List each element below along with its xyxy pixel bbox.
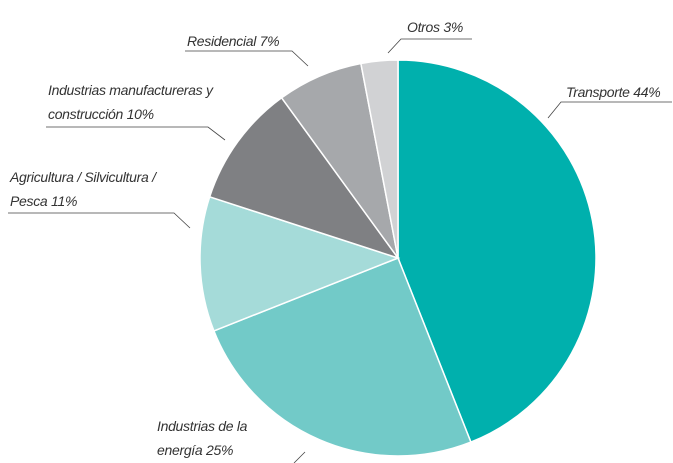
slice-label: Industrias de la energía 25% [157, 418, 248, 458]
slice-label: Residencial 7% [187, 33, 280, 49]
leader-line [46, 126, 226, 141]
slice-label: Transporte 44% [566, 84, 661, 100]
slice-label: Industrias manufactureras y construcción… [48, 82, 213, 122]
slices [199, 59, 597, 457]
slice-label: Agricultura / Silvicultura / Pesca 11% [10, 169, 156, 209]
pie-slice [212, 257, 472, 457]
leader-line [185, 50, 309, 67]
leader-line [547, 101, 672, 119]
pie-slice [360, 59, 399, 259]
slice-label: Otros 3% [407, 19, 463, 35]
pie-slice [199, 195, 401, 332]
leader-line [8, 212, 191, 229]
leader-line [387, 38, 472, 54]
pie-slice [397, 59, 597, 444]
leader-line [293, 451, 306, 463]
pie-slice [208, 96, 400, 260]
